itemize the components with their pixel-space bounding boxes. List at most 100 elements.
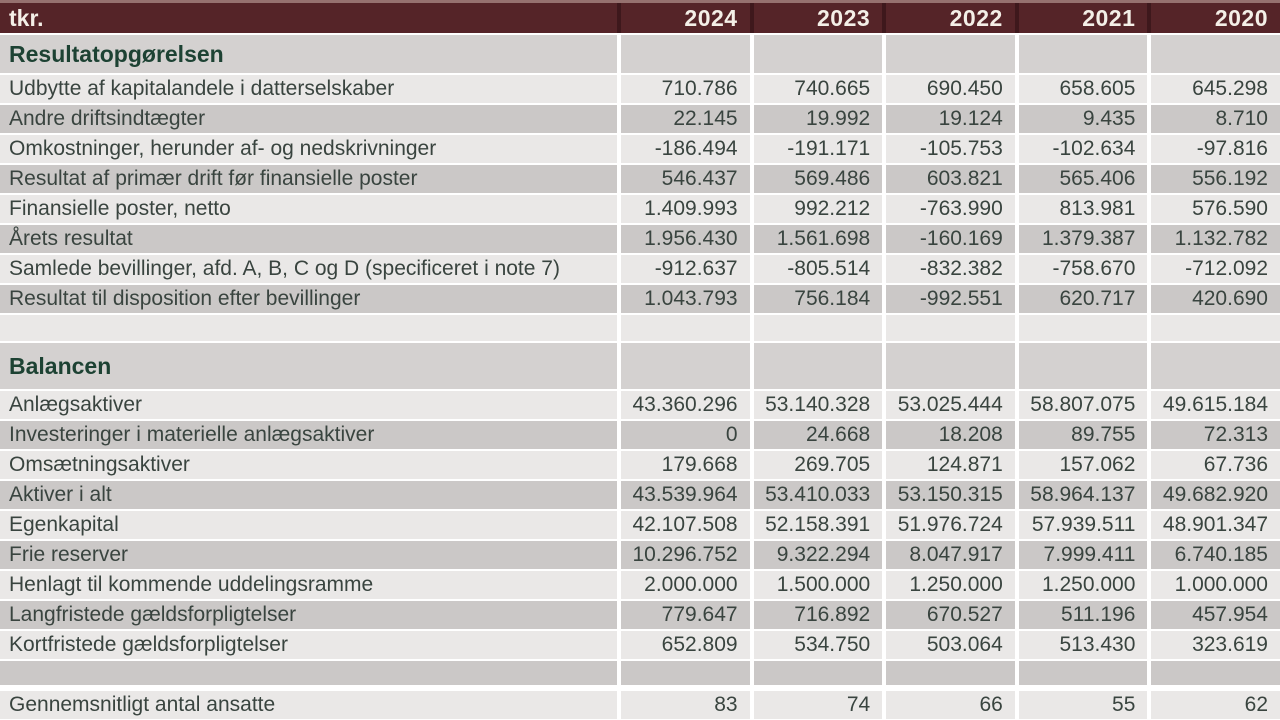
value-cell: 74 bbox=[753, 691, 883, 719]
value-cell: 1.379.387 bbox=[1018, 225, 1148, 253]
value-cell: 620.717 bbox=[1018, 285, 1148, 313]
value-cell: 43.539.964 bbox=[621, 481, 750, 509]
table-row: Omsætningsaktiver 179.668 269.705 124.871 15… bbox=[0, 451, 1280, 479]
value-cell: -160.169 bbox=[886, 225, 1015, 253]
row-label: Resultat af primær drift før finansielle… bbox=[0, 165, 617, 193]
table-row: Anlægsaktiver 43.360.296 53.140.328 53.025.… bbox=[0, 391, 1280, 419]
value-cell: 0 bbox=[621, 421, 750, 449]
value-cell: -712.092 bbox=[1151, 255, 1280, 283]
value-cell: -763.990 bbox=[886, 195, 1015, 223]
row-label: Samlede bevillinger, afd. A, B, C og D (… bbox=[0, 255, 617, 283]
value-cell bbox=[1018, 661, 1148, 685]
value-cell: 58.964.137 bbox=[1018, 481, 1148, 509]
value-cell: 569.486 bbox=[753, 165, 883, 193]
value-cell: 19.124 bbox=[886, 105, 1015, 133]
table-row: Aktiver i alt 43.539.964 53.410.033 53.150.… bbox=[0, 481, 1280, 509]
value-cell bbox=[1151, 343, 1280, 389]
value-cell: 576.590 bbox=[1151, 195, 1280, 223]
value-cell: 57.939.511 bbox=[1018, 511, 1148, 539]
value-cell: -805.514 bbox=[753, 255, 883, 283]
value-cell: 48.901.347 bbox=[1151, 511, 1280, 539]
value-cell: 1.132.782 bbox=[1151, 225, 1280, 253]
row-label: Resultat til disposition efter bevilling… bbox=[0, 285, 617, 313]
value-cell: 52.158.391 bbox=[753, 511, 883, 539]
value-cell: 457.954 bbox=[1151, 601, 1280, 629]
value-cell bbox=[1151, 315, 1280, 341]
value-cell bbox=[886, 343, 1015, 389]
value-cell: 756.184 bbox=[753, 285, 883, 313]
value-cell: 670.527 bbox=[886, 601, 1015, 629]
value-cell: 652.809 bbox=[621, 631, 750, 659]
value-cell: -105.753 bbox=[886, 135, 1015, 163]
value-cell: 22.145 bbox=[621, 105, 750, 133]
value-cell: 51.976.724 bbox=[886, 511, 1015, 539]
table-row: Omkostninger, herunder af- og nedskrivni… bbox=[0, 135, 1280, 163]
value-cell: 603.821 bbox=[886, 165, 1015, 193]
value-cell: 49.682.920 bbox=[1151, 481, 1280, 509]
value-cell: 269.705 bbox=[753, 451, 883, 479]
row-label bbox=[0, 315, 617, 341]
value-cell: 62 bbox=[1151, 691, 1280, 719]
table-body: Resultatopgørelsen Udbytte af kapitalande… bbox=[0, 35, 1280, 719]
value-cell bbox=[886, 315, 1015, 341]
year-column-header: 2022 bbox=[886, 3, 1015, 33]
row-label: Frie reserver bbox=[0, 541, 617, 569]
row-label: Aktiver i alt bbox=[0, 481, 617, 509]
value-cell: 18.208 bbox=[886, 421, 1015, 449]
table-row: Finansielle poster, netto 1.409.993 992.21… bbox=[0, 195, 1280, 223]
value-cell: 43.360.296 bbox=[621, 391, 750, 419]
year-column-header: 2023 bbox=[753, 3, 883, 33]
value-cell bbox=[621, 661, 750, 685]
spacer-row bbox=[0, 315, 1280, 341]
value-cell: 1.043.793 bbox=[621, 285, 750, 313]
value-cell: 19.992 bbox=[753, 105, 883, 133]
table-row: Samlede bevillinger, afd. A, B, C og D (… bbox=[0, 255, 1280, 283]
value-cell: 1.250.000 bbox=[886, 571, 1015, 599]
value-cell: 1.250.000 bbox=[1018, 571, 1148, 599]
value-cell: 1.500.000 bbox=[753, 571, 883, 599]
value-cell: 813.981 bbox=[1018, 195, 1148, 223]
value-cell: 565.406 bbox=[1018, 165, 1148, 193]
table-row: Gennemsnitligt antal ansatte 83 74 66 55 62 bbox=[0, 691, 1280, 719]
value-cell: 8.047.917 bbox=[886, 541, 1015, 569]
value-cell: 49.615.184 bbox=[1151, 391, 1280, 419]
table-row: Henlagt til kommende uddelingsramme 2.000… bbox=[0, 571, 1280, 599]
value-cell bbox=[621, 35, 750, 73]
table-row: Langfristede gældsforpligtelser 779.647 71… bbox=[0, 601, 1280, 629]
row-label: Finansielle poster, netto bbox=[0, 195, 617, 223]
value-cell: 24.668 bbox=[753, 421, 883, 449]
row-label: Egenkapital bbox=[0, 511, 617, 539]
table-row: Egenkapital 42.107.508 52.158.391 51.976.72… bbox=[0, 511, 1280, 539]
value-cell: 124.871 bbox=[886, 451, 1015, 479]
value-cell: 513.430 bbox=[1018, 631, 1148, 659]
row-label: Årets resultat bbox=[0, 225, 617, 253]
value-cell bbox=[621, 343, 750, 389]
value-cell: 503.064 bbox=[886, 631, 1015, 659]
table-header-row: tkr. 2024 2023 2022 2021 2020 bbox=[0, 0, 1280, 33]
table-row: Kortfristede gældsforpligtelser 652.809 53… bbox=[0, 631, 1280, 659]
value-cell: 53.150.315 bbox=[886, 481, 1015, 509]
value-cell: 53.410.033 bbox=[753, 481, 883, 509]
year-column-header: 2020 bbox=[1151, 3, 1280, 33]
year-column-header: 2024 bbox=[621, 3, 750, 33]
value-cell: 55 bbox=[1018, 691, 1148, 719]
row-label: Investeringer i materielle anlægsaktiver bbox=[0, 421, 617, 449]
value-cell: 740.665 bbox=[753, 75, 883, 103]
value-cell bbox=[753, 35, 883, 73]
value-cell: 534.750 bbox=[753, 631, 883, 659]
row-label: Anlægsaktiver bbox=[0, 391, 617, 419]
value-cell: 779.647 bbox=[621, 601, 750, 629]
section-title: Balancen bbox=[0, 343, 617, 389]
value-cell: 66 bbox=[886, 691, 1015, 719]
value-cell: 157.062 bbox=[1018, 451, 1148, 479]
value-cell: 420.690 bbox=[1151, 285, 1280, 313]
section-title: Resultatopgørelsen bbox=[0, 35, 617, 73]
value-cell bbox=[886, 35, 1015, 73]
value-cell: 89.755 bbox=[1018, 421, 1148, 449]
table-row: Andre driftsindtægter 22.145 19.992 19.124 9… bbox=[0, 105, 1280, 133]
value-cell: 511.196 bbox=[1018, 601, 1148, 629]
row-label bbox=[0, 661, 617, 685]
year-column-header: 2021 bbox=[1018, 3, 1148, 33]
row-label: Omkostninger, herunder af- og nedskrivni… bbox=[0, 135, 617, 163]
